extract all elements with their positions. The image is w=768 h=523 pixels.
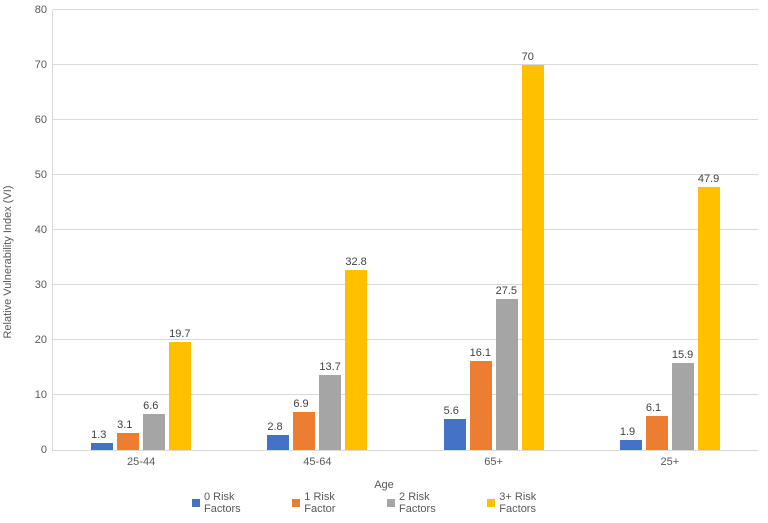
y-tick-label: 60 xyxy=(35,114,53,126)
y-tick-label: 0 xyxy=(41,444,53,456)
bar: 19.7 xyxy=(169,342,191,450)
y-tick-label: 30 xyxy=(35,279,53,291)
bar: 6.1 xyxy=(646,416,668,450)
bar-wrap: 16.1 xyxy=(470,10,492,450)
bar-wrap: 32.8 xyxy=(345,10,367,450)
bar-group: 1.33.16.619.725-44 xyxy=(53,10,229,450)
bar: 32.8 xyxy=(345,270,367,450)
y-tick-label: 80 xyxy=(35,4,53,16)
bar-value-label: 6.9 xyxy=(293,398,308,410)
y-tick-label: 10 xyxy=(35,389,53,401)
bar-value-label: 1.3 xyxy=(91,429,106,441)
y-tick-label: 40 xyxy=(35,224,53,236)
legend-item: 0 Risk Factors xyxy=(192,491,274,515)
bar-value-label: 5.6 xyxy=(444,405,459,417)
bar-wrap: 6.9 xyxy=(293,10,315,450)
bar-wrap: 1.9 xyxy=(620,10,642,450)
x-axis-title: Age xyxy=(374,479,394,491)
bar-wrap: 47.9 xyxy=(698,10,720,450)
bar-value-label: 27.5 xyxy=(496,285,517,297)
bar-group: 1.96.115.947.925+ xyxy=(582,10,758,450)
legend-label: 3+ Risk Factors xyxy=(499,491,576,515)
bar: 47.9 xyxy=(698,187,720,450)
chart-container: Relative Vulnerability Index (VI) 0 10 20 3… xyxy=(0,0,768,523)
bar-wrap: 1.3 xyxy=(91,10,113,450)
legend-item: 2 Risk Factors xyxy=(387,491,469,515)
bar-value-label: 6.6 xyxy=(143,400,158,412)
bar-wrap: 2.8 xyxy=(267,10,289,450)
bar: 6.9 xyxy=(293,412,315,450)
legend-swatch xyxy=(292,499,300,507)
bar-value-label: 2.8 xyxy=(267,421,282,433)
legend-label: 1 Risk Factor xyxy=(304,491,369,515)
category-label: 25-44 xyxy=(127,450,155,468)
bar-wrap: 70 xyxy=(522,10,544,450)
bar-value-label: 16.1 xyxy=(470,347,491,359)
legend-label: 0 Risk Factors xyxy=(204,491,274,515)
bar-group: 5.616.127.57065+ xyxy=(406,10,582,450)
bar: 6.6 xyxy=(143,414,165,450)
y-tick-label: 20 xyxy=(35,334,53,346)
bar: 13.7 xyxy=(319,375,341,450)
legend-item: 3+ Risk Factors xyxy=(487,491,576,515)
bar: 5.6 xyxy=(444,419,466,450)
bar-value-label: 3.1 xyxy=(117,419,132,431)
bar-wrap: 19.7 xyxy=(169,10,191,450)
bar-value-label: 47.9 xyxy=(698,173,719,185)
bar-value-label: 70 xyxy=(522,51,534,63)
bar-value-label: 13.7 xyxy=(319,361,340,373)
legend: 0 Risk Factors 1 Risk Factor 2 Risk Factor… xyxy=(192,491,576,515)
legend-item: 1 Risk Factor xyxy=(292,491,369,515)
bar: 3.1 xyxy=(117,433,139,450)
y-tick-label: 70 xyxy=(35,59,53,71)
legend-swatch xyxy=(387,499,395,507)
bar-value-label: 1.9 xyxy=(620,426,635,438)
bar-value-label: 15.9 xyxy=(672,349,693,361)
legend-label: 2 Risk Factors xyxy=(399,491,469,515)
bar-wrap: 27.5 xyxy=(496,10,518,450)
bar-value-label: 19.7 xyxy=(169,328,190,340)
bar: 70 xyxy=(522,65,544,450)
bar-wrap: 6.1 xyxy=(646,10,668,450)
category-label: 45-64 xyxy=(303,450,331,468)
bar: 1.9 xyxy=(620,440,642,450)
bar-group: 2.86.913.732.845-64 xyxy=(229,10,405,450)
bar: 2.8 xyxy=(267,435,289,450)
category-label: 25+ xyxy=(661,450,680,468)
bar: 1.3 xyxy=(91,443,113,450)
y-tick-label: 50 xyxy=(35,169,53,181)
bar-wrap: 13.7 xyxy=(319,10,341,450)
y-axis-title: Relative Vulnerability Index (VI) xyxy=(2,185,14,338)
bar-wrap: 15.9 xyxy=(672,10,694,450)
bar-wrap: 3.1 xyxy=(117,10,139,450)
legend-swatch xyxy=(192,499,200,507)
bar: 16.1 xyxy=(470,361,492,450)
bar: 27.5 xyxy=(496,299,518,450)
category-label: 65+ xyxy=(484,450,503,468)
bar-wrap: 6.6 xyxy=(143,10,165,450)
plot-area: 010203040506070801.33.16.619.725-442.86.… xyxy=(52,10,758,451)
bar: 15.9 xyxy=(672,363,694,450)
bar-wrap: 5.6 xyxy=(444,10,466,450)
legend-swatch xyxy=(487,499,495,507)
bar-value-label: 32.8 xyxy=(345,256,366,268)
bar-value-label: 6.1 xyxy=(646,402,661,414)
